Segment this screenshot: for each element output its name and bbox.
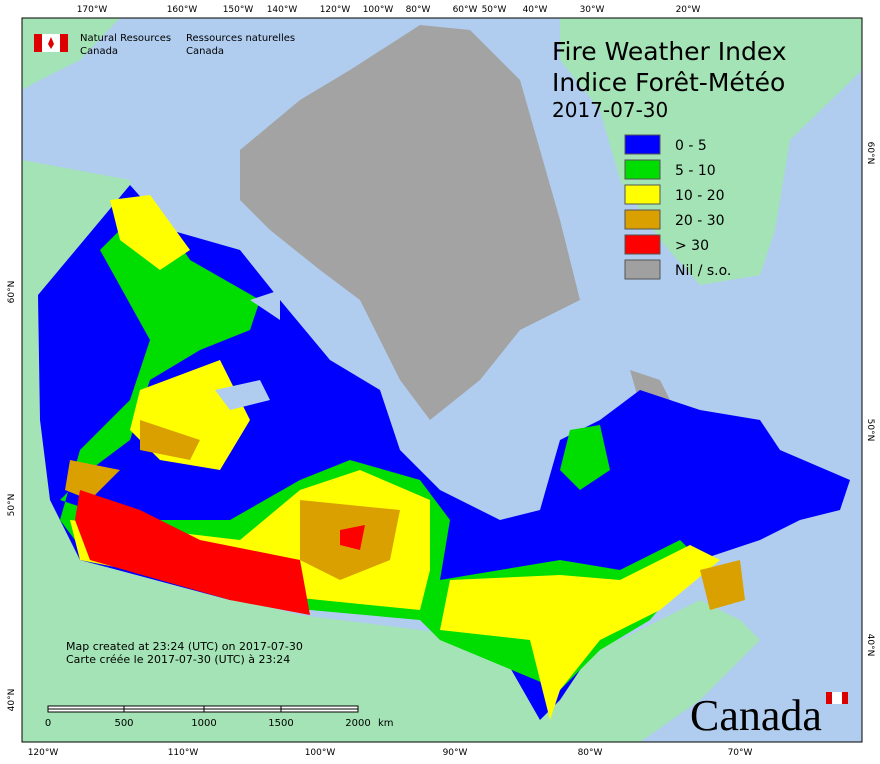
fwi-5-10-quebec [560, 425, 610, 490]
graticule-label: 140°W [267, 5, 298, 15]
graticule-label: 70°W [728, 748, 753, 758]
agency-en: Canada [80, 46, 118, 57]
graticule-label: 80°W [406, 5, 431, 15]
graticule-label: 80°W [578, 748, 603, 758]
graticule-label: 120°W [320, 5, 351, 15]
graticule-label: 40°N [7, 689, 17, 712]
graticule-label: 110°W [168, 748, 199, 758]
legend-label: 5 - 10 [675, 163, 716, 179]
map-frame [21, 17, 863, 743]
graticule-label: 30°W [580, 5, 605, 15]
scale-label: 1500 [268, 718, 293, 729]
graticule-label: 50°N [7, 494, 17, 517]
graticule-label: 60°N [865, 142, 875, 165]
legend-swatch [624, 184, 661, 205]
graticule-label: 170°W [77, 5, 108, 15]
map-date: 2017-07-30 [552, 98, 668, 122]
graticule-label: 160°W [167, 5, 198, 15]
texts: Natural Resources Canada Ressources nature… [7, 5, 875, 758]
graticule-label: 40°N [865, 634, 875, 657]
legend-label: Nil / s.o. [675, 263, 731, 279]
scale-label: 0 [45, 718, 51, 729]
header [34, 34, 848, 704]
note: Map created at 23:24 (UTC) on 2017-07-30 [66, 640, 303, 653]
note: Carte créée le 2017-07-30 (UTC) à 23:24 [66, 653, 290, 666]
map-title: Fire Weather Index [552, 37, 787, 66]
wordmark-flag-center [832, 692, 842, 704]
fwi-gt-30 [75, 490, 365, 615]
graticule-label: 100°W [363, 5, 394, 15]
agency-en: Natural Resources [80, 33, 171, 44]
legend-swatch [624, 209, 661, 230]
scale-label: 1000 [191, 718, 216, 729]
graticule-label: 40°W [523, 5, 548, 15]
graticule-label: 20°W [676, 5, 701, 15]
legend-label: > 30 [675, 238, 709, 254]
legend-swatch [624, 234, 661, 255]
lakes [215, 290, 280, 410]
legend-swatch [624, 259, 661, 280]
graticule-label: 50°N [865, 419, 875, 442]
map [21, 17, 863, 743]
scale-label: 2000 [345, 718, 370, 729]
flag-leaf [48, 37, 54, 49]
wordmark: Canada [690, 691, 822, 740]
legend-swatch [624, 134, 661, 155]
agency-fr: Canada [186, 46, 224, 57]
legend-label: 0 - 5 [675, 138, 707, 154]
arctic-islands [240, 25, 580, 420]
graticule-label: 50°W [482, 5, 507, 15]
graticule-label: 150°W [223, 5, 254, 15]
scale-unit: km [378, 718, 394, 729]
graticule-label: 120°W [28, 748, 59, 758]
graticule-label: 100°W [305, 748, 336, 758]
legend-swatch [624, 159, 661, 180]
agency-fr: Ressources naturelles [186, 33, 295, 44]
greenland [560, 18, 862, 285]
legend-label: 20 - 30 [675, 213, 725, 229]
scale-label: 500 [114, 718, 133, 729]
map-title: Indice Forêt-Météo [552, 68, 785, 97]
graticule-label: 60°W [453, 5, 478, 15]
land-usa [22, 540, 760, 742]
legend-label: 10 - 20 [675, 188, 725, 204]
graticule-label: 90°W [443, 748, 468, 758]
graticule-label: 60°N [7, 281, 17, 304]
